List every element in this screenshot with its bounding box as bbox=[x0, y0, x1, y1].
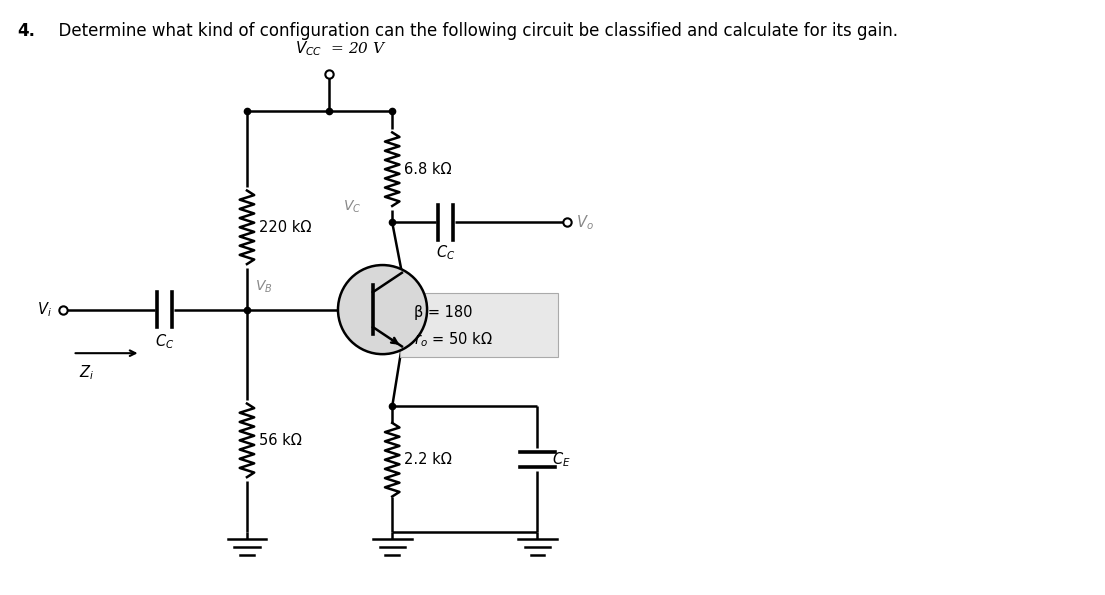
Text: $C_E$: $C_E$ bbox=[552, 450, 570, 469]
Text: 6.8 kΩ: 6.8 kΩ bbox=[403, 162, 451, 177]
Text: $V_B$: $V_B$ bbox=[254, 278, 272, 295]
Text: 56 kΩ: 56 kΩ bbox=[259, 433, 302, 448]
Text: Determine what kind of configuration can the following circuit be classified and: Determine what kind of configuration can… bbox=[49, 22, 898, 40]
Circle shape bbox=[338, 265, 427, 354]
Text: $V_i$: $V_i$ bbox=[36, 300, 51, 319]
Text: 4.: 4. bbox=[18, 22, 35, 40]
Text: $C_C$: $C_C$ bbox=[435, 244, 455, 262]
Text: β = 180: β = 180 bbox=[413, 305, 472, 320]
Text: $V_{CC}$  = 20 V: $V_{CC}$ = 20 V bbox=[295, 39, 387, 58]
Text: $C_C$: $C_C$ bbox=[155, 332, 175, 350]
Text: 2.2 kΩ: 2.2 kΩ bbox=[403, 452, 452, 467]
Text: $V_o$: $V_o$ bbox=[576, 213, 594, 232]
Text: $r_o$ = 50 kΩ: $r_o$ = 50 kΩ bbox=[413, 330, 492, 349]
Text: $V_C$: $V_C$ bbox=[343, 198, 361, 215]
FancyBboxPatch shape bbox=[400, 293, 558, 357]
Text: $Z_i$: $Z_i$ bbox=[80, 363, 95, 381]
Text: 220 kΩ: 220 kΩ bbox=[259, 220, 311, 235]
